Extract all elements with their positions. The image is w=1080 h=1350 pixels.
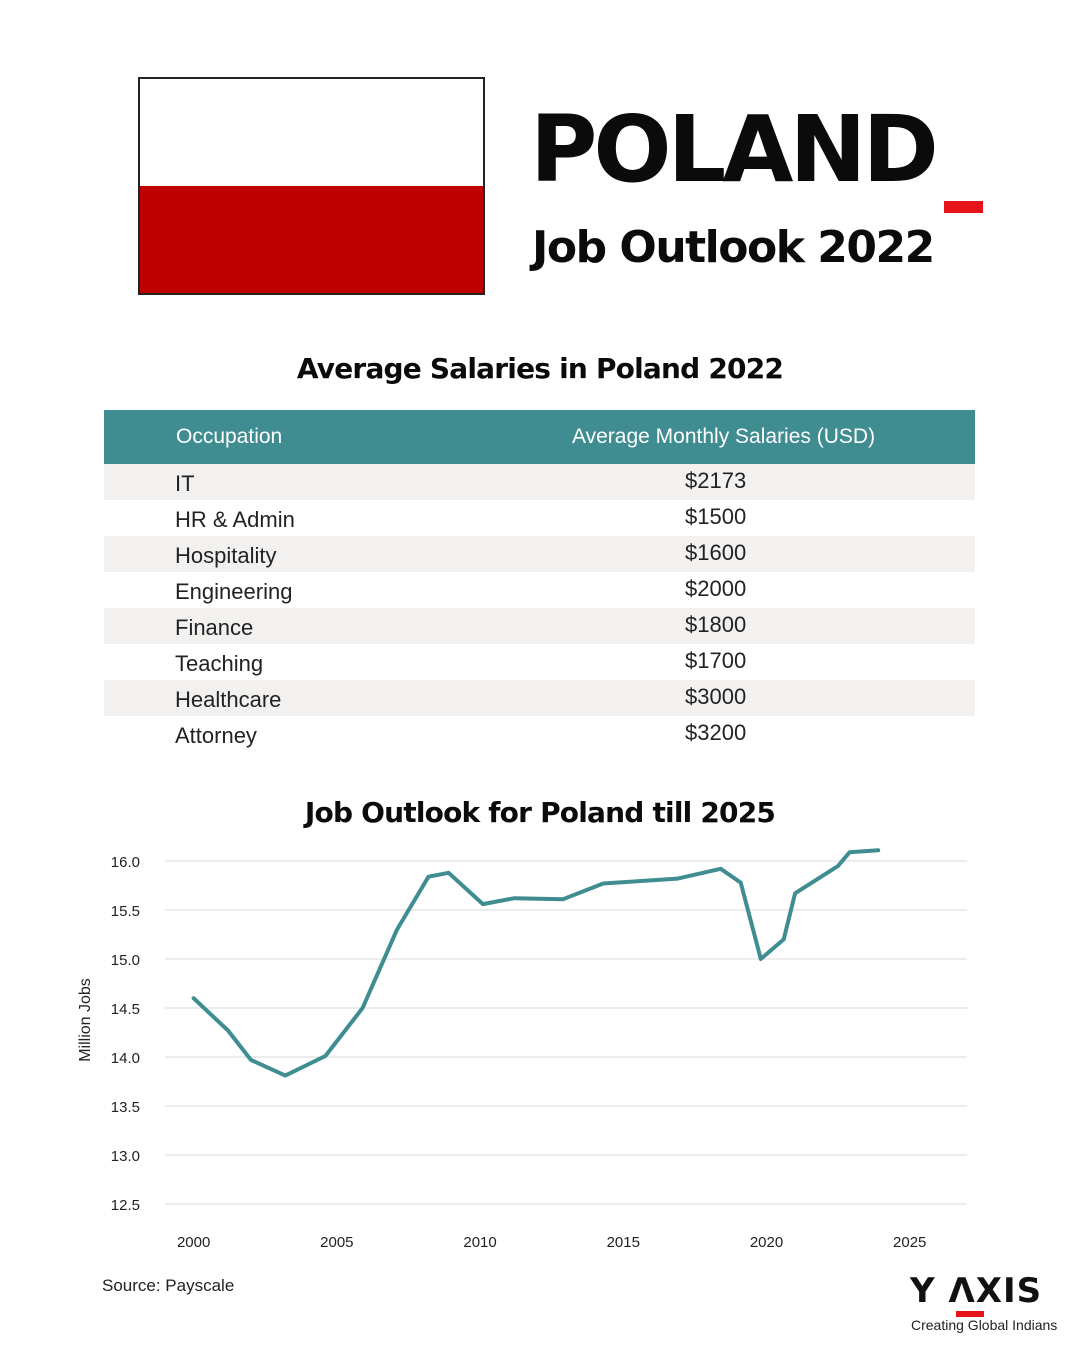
page-title: POLAND — [530, 96, 939, 203]
series-line — [191, 848, 881, 1078]
salary-cell: $2000 — [685, 576, 747, 601]
logo-wordmark: Y ΛXIS — [910, 1271, 1043, 1311]
salary-cell: $1500 — [685, 504, 747, 529]
salary-cell: $1800 — [685, 612, 747, 637]
table-row: Hospitality $1600 — [104, 536, 975, 572]
column-header-salary: Average Monthly Salaries (USD) — [572, 425, 876, 448]
chart-title: Job Outlook for Poland till 2025 — [304, 796, 776, 829]
flag-white-stripe — [140, 79, 483, 186]
x-tick-label: 2010 — [463, 1234, 496, 1251]
occupation-cell: Attorney — [175, 723, 257, 748]
occupation-cell: Teaching — [175, 651, 264, 676]
x-tick-label: 2015 — [607, 1234, 640, 1251]
occupation-cell: Engineering — [175, 579, 293, 604]
source-note: Source: Payscale — [102, 1276, 235, 1295]
occupation-cell: Finance — [175, 615, 254, 640]
occupation-cell: Hospitality — [175, 543, 277, 568]
chart-gridlines — [165, 860, 967, 1205]
y-axis-label: Million Jobs — [77, 978, 94, 1062]
salary-table-title: Average Salaries in Poland 2022 — [296, 352, 784, 385]
y-tick-label: 16.0 — [111, 854, 140, 871]
table-row: Engineering $2000 — [104, 572, 975, 608]
page-subtitle: Job Outlook 2022 — [532, 222, 935, 273]
flag-red-stripe — [140, 186, 483, 293]
y-tick-label: 14.0 — [111, 1050, 140, 1067]
occupation-cell: IT — [175, 471, 195, 496]
table-row: Teaching $1700 — [104, 644, 975, 680]
poland-flag — [138, 77, 485, 295]
table-header-row: Occupation Average Monthly Salaries (USD… — [104, 410, 975, 464]
table-row: HR & Admin $1500 — [104, 500, 975, 536]
y-tick-label: 13.0 — [111, 1148, 140, 1165]
chart-series — [191, 848, 881, 1078]
column-header-occupation: Occupation — [176, 425, 283, 448]
table-body: IT $2173 HR & Admin $1500 Hospitality $1600… — [104, 464, 975, 752]
x-tick-label: 2025 — [893, 1234, 926, 1251]
salary-cell: $1600 — [685, 540, 747, 565]
job-outlook-chart: 16.0 15.5 15.0 14.5 14.0 13.5 13.0 12.5 2000 200… — [0, 840, 1080, 1260]
salary-cell: $3000 — [685, 684, 747, 709]
y-tick-label: 12.5 — [111, 1197, 140, 1214]
salary-cell: $1700 — [685, 648, 747, 673]
y-axis-logo: Y ΛXIS Creating Global Indians — [908, 1274, 1068, 1336]
salary-cell: $2173 — [685, 468, 747, 493]
x-tick-label: 2005 — [320, 1234, 353, 1251]
x-tick-label: 2000 — [177, 1234, 210, 1251]
y-axis-ticks: 16.0 15.5 15.0 14.5 14.0 13.5 13.0 12.5 — [111, 854, 140, 1214]
occupation-cell: Healthcare — [175, 687, 282, 712]
table-row: Attorney $3200 — [104, 716, 975, 752]
occupation-cell: HR & Admin — [175, 507, 295, 532]
y-tick-label: 14.5 — [111, 1001, 140, 1018]
salary-cell: $3200 — [685, 720, 747, 745]
logo-tagline: Creating Global Indians — [911, 1317, 1058, 1333]
x-axis-ticks: 2000 2005 2010 2015 2020 2025 — [177, 1234, 926, 1251]
y-tick-label: 15.5 — [111, 903, 140, 920]
y-tick-label: 15.0 — [111, 952, 140, 969]
table-row: IT $2173 — [104, 464, 975, 500]
title-accent-bar — [944, 201, 983, 213]
table-row: Healthcare $3000 — [104, 680, 975, 716]
logo-accent-bar — [956, 1311, 984, 1317]
x-tick-label: 2020 — [750, 1234, 783, 1251]
table-row: Finance $1800 — [104, 608, 975, 644]
chart-svg: 16.015.515.014.514.013.513.012.5 2000 200… — [77, 848, 967, 1251]
y-tick-label: 13.5 — [111, 1099, 140, 1116]
salary-table: Occupation Average Monthly Salaries (USD… — [104, 410, 975, 752]
